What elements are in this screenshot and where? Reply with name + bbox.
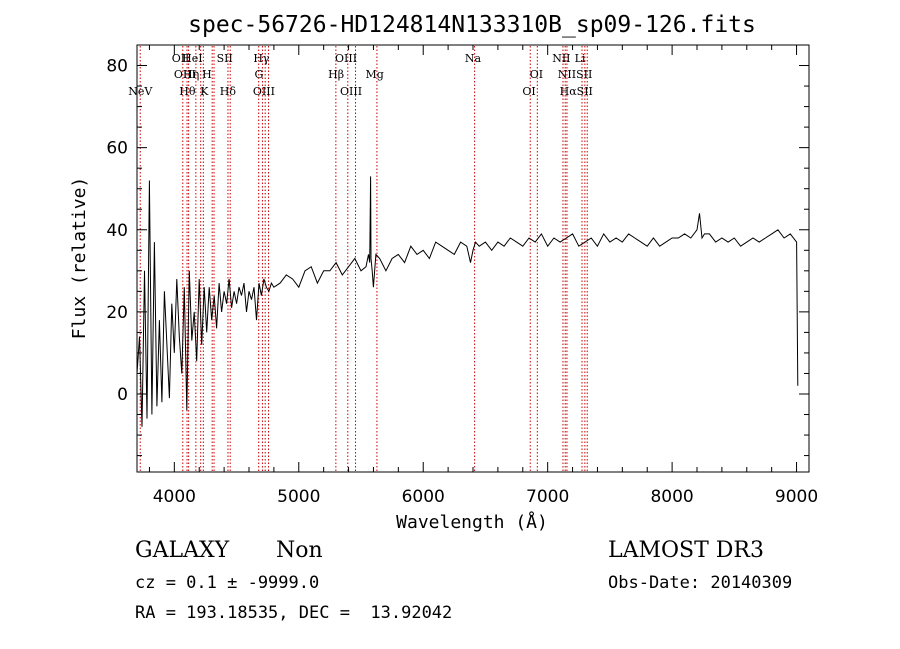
line-label: OIII xyxy=(335,52,357,65)
object-subclass: Non xyxy=(276,538,323,563)
chart-title: spec-56726-HD124814N133310B_sp09-126.fit… xyxy=(188,12,756,38)
x-tick-label: 4000 xyxy=(153,487,196,507)
y-tick-label: 0 xyxy=(117,385,128,405)
spectrum-line xyxy=(136,176,799,427)
y-tick-label: 20 xyxy=(106,303,128,323)
line-label: NIISII xyxy=(558,68,593,81)
x-tick-label: 9000 xyxy=(775,487,818,507)
line-label: H xyxy=(202,68,212,81)
line-label: Na xyxy=(465,52,482,65)
y-tick-label: 60 xyxy=(106,139,128,159)
plot-frame xyxy=(136,44,810,473)
line-label: Li xyxy=(575,52,586,65)
y-tick-label: 40 xyxy=(106,221,128,241)
x-tick-label: 7000 xyxy=(526,487,569,507)
x-tick-label: 6000 xyxy=(402,487,445,507)
redshift-readout: cz = 0.1 ± -9999.0 xyxy=(135,573,320,593)
line-label: HαSII xyxy=(560,85,593,98)
line-label: OI xyxy=(530,68,543,81)
line-label: NII xyxy=(552,52,570,65)
line-markers xyxy=(139,46,588,471)
line-label: OIII xyxy=(253,85,275,98)
x-tick-label: 5000 xyxy=(277,487,320,507)
y-axis-ticks: 0 20 40 60 80 xyxy=(106,44,809,457)
line-label: NeV xyxy=(128,85,153,98)
line-label: Hη xyxy=(183,68,199,81)
line-label: Hγ xyxy=(253,52,270,65)
line-label: Hδ xyxy=(220,85,237,98)
line-label: HeI xyxy=(182,52,202,65)
y-axis-label: Flux (relative) xyxy=(69,177,90,340)
coordinates-readout: RA = 193.18535, DEC = 13.92042 xyxy=(135,603,453,623)
observation-date: Obs-Date: 20140309 xyxy=(608,573,793,593)
line-label: OIII xyxy=(174,68,196,81)
line-label: OIII xyxy=(340,85,362,98)
object-class: GALAXY xyxy=(135,538,230,563)
y-tick-label: 80 xyxy=(106,57,128,77)
line-label: OI xyxy=(522,85,535,98)
x-tick-label: 8000 xyxy=(650,487,693,507)
line-label: Hθ xyxy=(179,85,196,98)
line-label: OII xyxy=(172,52,190,65)
line-label: G xyxy=(255,68,264,81)
line-labels: NeV OII OIII HeI Hθ Hη HK SII Hδ Hγ G OIII OIII Hβ OII… xyxy=(128,52,593,98)
line-label: K xyxy=(200,85,209,98)
line-label: SII xyxy=(217,52,233,65)
line-label: Mg xyxy=(366,68,384,81)
x-axis-label: Wavelength (Å) xyxy=(396,511,548,533)
x-axis-ticks: 4000 5000 6000 7000 8000 9000 xyxy=(148,45,818,507)
survey-name: LAMOST DR3 xyxy=(608,538,764,563)
line-label: Hβ xyxy=(328,68,344,81)
